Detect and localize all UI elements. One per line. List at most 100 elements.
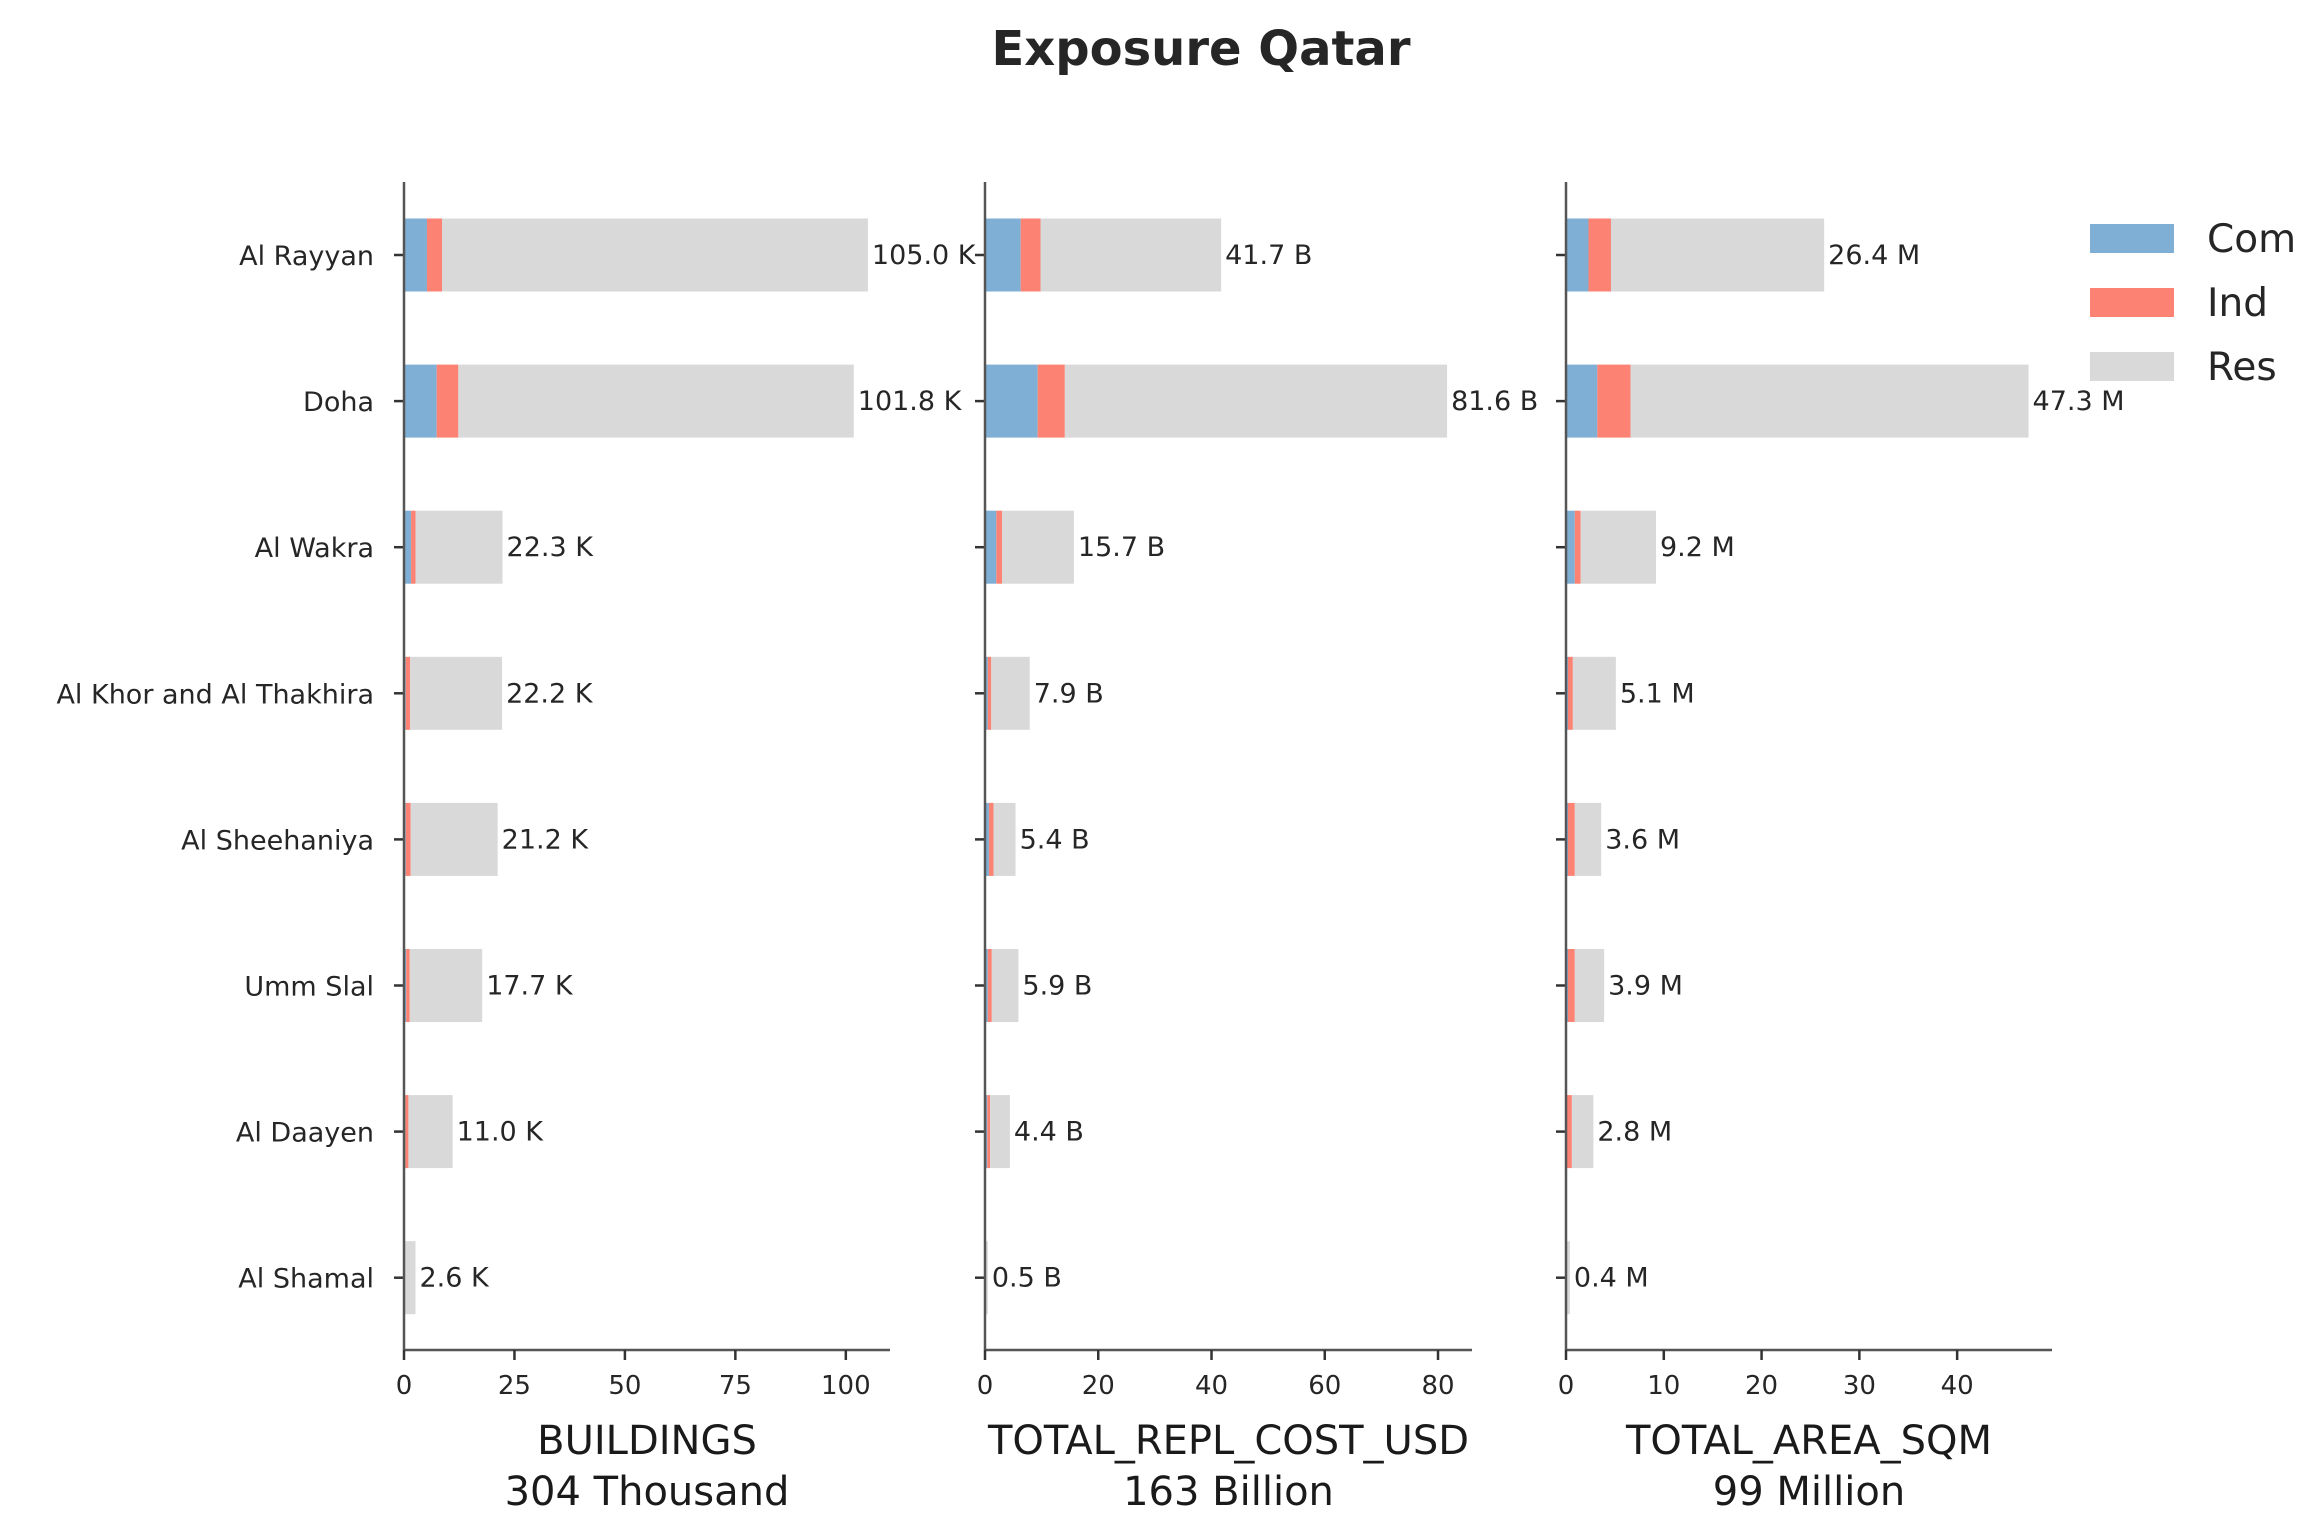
- legend-swatch-com: [2090, 224, 2174, 253]
- bar-res-6: [991, 949, 1019, 1022]
- bar-ind-4: [405, 656, 411, 730]
- bar-res-5: [993, 802, 1016, 876]
- data-label: 17.7 K: [486, 971, 574, 1002]
- bar-res-6: [1574, 949, 1605, 1022]
- bar-res-6: [409, 949, 483, 1022]
- bar-com-2: [404, 364, 437, 438]
- bar-res-1: [1610, 218, 1825, 292]
- legend-label: Res: [2207, 345, 2277, 390]
- data-label: 5.1 M: [1620, 678, 1695, 709]
- bar-ind-6: [987, 949, 992, 1022]
- category-label: Al Rayyan: [239, 241, 374, 272]
- bar-ind-3: [411, 510, 416, 584]
- bar-ind-6: [1567, 949, 1575, 1022]
- bar-ind-1: [1588, 218, 1611, 292]
- bar-res-7: [990, 1095, 1010, 1169]
- category-label: Al Daayen: [236, 1118, 374, 1149]
- bar-ind-6: [406, 949, 410, 1022]
- category-label: Al Khor and Al Thakhira: [56, 679, 374, 710]
- data-label: 15.7 B: [1078, 532, 1165, 563]
- data-label: 81.6 B: [1451, 386, 1538, 417]
- legend: Com Ind Res: [2090, 217, 2296, 390]
- bar-ind-3: [996, 510, 1002, 584]
- bar-res-2: [1064, 364, 1448, 438]
- bar-ind-7: [987, 1095, 991, 1169]
- bar-com-1: [404, 218, 427, 292]
- data-label: 5.9 B: [1022, 971, 1092, 1002]
- data-label: 41.7 B: [1225, 240, 1312, 271]
- bar-com-1: [985, 218, 1021, 292]
- bar-res-3: [1001, 510, 1074, 584]
- legend-swatch-ind: [2090, 288, 2174, 317]
- x-tick-label: 20: [1745, 1371, 1778, 1401]
- bar-ind-7: [405, 1095, 409, 1169]
- bar-res-2: [1630, 364, 2029, 438]
- bar-res-5: [410, 802, 498, 876]
- panel-1: 105.0 K Al Rayyan 101.8 K Doha 22.3 K Al Wakr…: [56, 182, 977, 1515]
- bar-res-8: [985, 1241, 988, 1315]
- bar-ind-5: [405, 802, 411, 876]
- data-label: 105.0 K: [872, 240, 977, 271]
- category-label: Umm Slal: [244, 972, 374, 1003]
- category-label: Al Wakra: [255, 533, 374, 564]
- data-label: 21.2 K: [502, 824, 590, 855]
- x-tick-label: 0: [396, 1371, 413, 1401]
- panel-2: 41.7 B 81.6 B 15.7 B 7.9 B 5.4 B 5.9 B 4.4 B 0.…: [975, 182, 1538, 1515]
- x-axis-label: TOTAL_REPL_COST_USD: [987, 1418, 1469, 1464]
- x-tick-label: 0: [977, 1371, 994, 1401]
- bar-res-2: [458, 364, 854, 438]
- data-label: 4.4 B: [1014, 1117, 1084, 1148]
- data-label: 7.9 B: [1034, 678, 1104, 709]
- bar-res-3: [1580, 510, 1656, 584]
- bar-res-1: [1040, 218, 1222, 292]
- x-tick-label: 25: [498, 1371, 531, 1401]
- category-label: Al Sheehaniya: [181, 825, 374, 856]
- x-tick-label: 50: [608, 1371, 641, 1401]
- x-tick-label: 40: [1941, 1371, 1974, 1401]
- legend-label: Ind: [2207, 281, 2268, 326]
- data-label: 26.4 M: [1828, 240, 1920, 271]
- bar-ind-2: [436, 364, 459, 438]
- data-label: 22.3 K: [507, 532, 595, 563]
- category-label: Al Shamal: [238, 1264, 374, 1295]
- bar-ind-4: [1567, 656, 1573, 730]
- bar-ind-1: [426, 218, 442, 292]
- data-label: 0.4 M: [1574, 1263, 1649, 1294]
- bar-ind-4: [987, 656, 992, 730]
- x-tick-label: 30: [1843, 1371, 1876, 1401]
- bar-ind-1: [1020, 218, 1041, 292]
- x-tick-label: 40: [1195, 1371, 1228, 1401]
- x-axis-sublabel: 163 Billion: [1123, 1469, 1334, 1515]
- data-label: 0.5 B: [992, 1263, 1062, 1294]
- bar-com-2: [985, 364, 1038, 438]
- bar-res-4: [991, 656, 1030, 730]
- data-label: 101.8 K: [858, 386, 963, 417]
- bar-ind-7: [1566, 1095, 1572, 1169]
- x-tick-label: 100: [821, 1371, 871, 1401]
- bar-com-4: [985, 656, 988, 730]
- bar-res-7: [408, 1095, 453, 1169]
- legend-swatch-res: [2090, 352, 2174, 381]
- x-axis-label: TOTAL_AREA_SQM: [1625, 1418, 1992, 1464]
- chart-title: Exposure Qatar: [992, 21, 1411, 77]
- bar-ind-5: [988, 802, 994, 876]
- data-label: 22.2 K: [506, 678, 594, 709]
- bar-res-8: [404, 1241, 416, 1315]
- legend-label: Com: [2207, 217, 2296, 262]
- x-axis-sublabel: 99 Million: [1713, 1469, 1905, 1515]
- data-label: 3.6 M: [1605, 824, 1680, 855]
- bar-com-3: [985, 510, 997, 584]
- x-tick-label: 0: [1558, 1371, 1575, 1401]
- category-label: Doha: [303, 387, 374, 418]
- bar-res-3: [415, 510, 503, 584]
- x-tick-label: 60: [1308, 1371, 1341, 1401]
- x-axis-label: BUILDINGS: [537, 1418, 757, 1464]
- x-tick-label: 75: [719, 1371, 752, 1401]
- bar-com-3: [404, 510, 412, 584]
- data-label: 47.3 M: [2033, 386, 2125, 417]
- bar-ind-2: [1597, 364, 1631, 438]
- bar-res-1: [442, 218, 868, 292]
- bar-res-8: [1566, 1241, 1570, 1315]
- bar-res-7: [1571, 1095, 1594, 1169]
- bar-res-5: [1574, 802, 1602, 876]
